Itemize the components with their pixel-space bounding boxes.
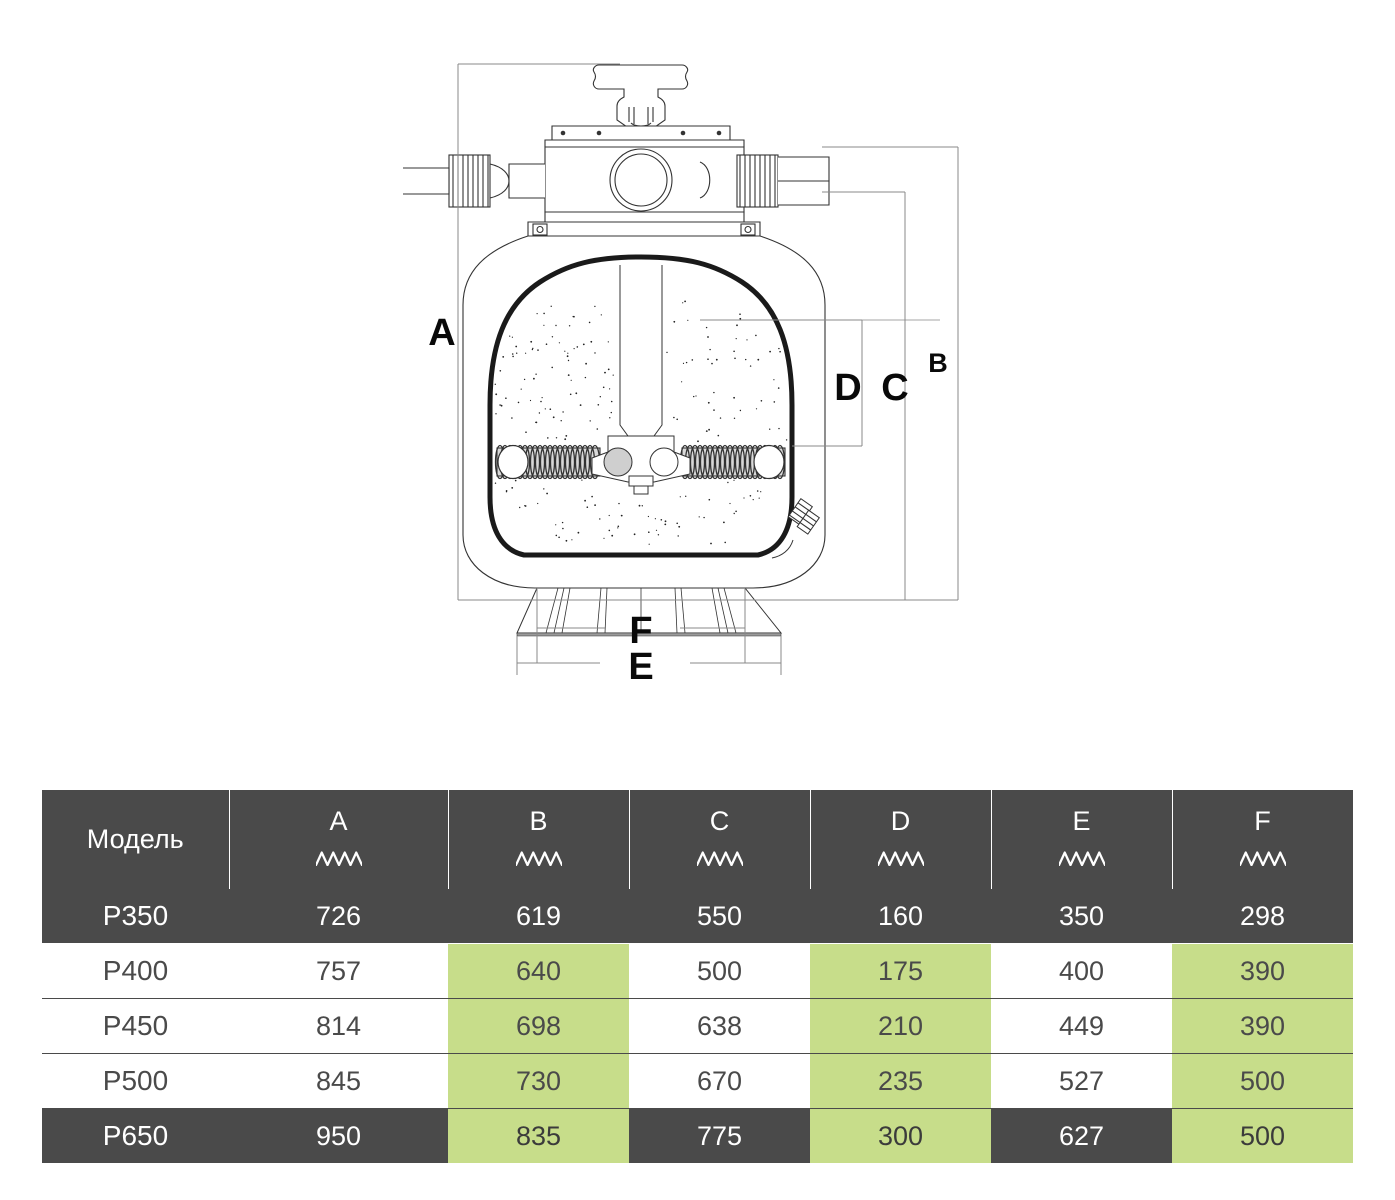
svg-text:C: C	[881, 367, 908, 409]
svg-text:D: D	[834, 367, 861, 409]
svg-text:E: E	[628, 646, 653, 688]
svg-text:B: B	[928, 348, 948, 378]
svg-text:A: A	[428, 312, 455, 354]
